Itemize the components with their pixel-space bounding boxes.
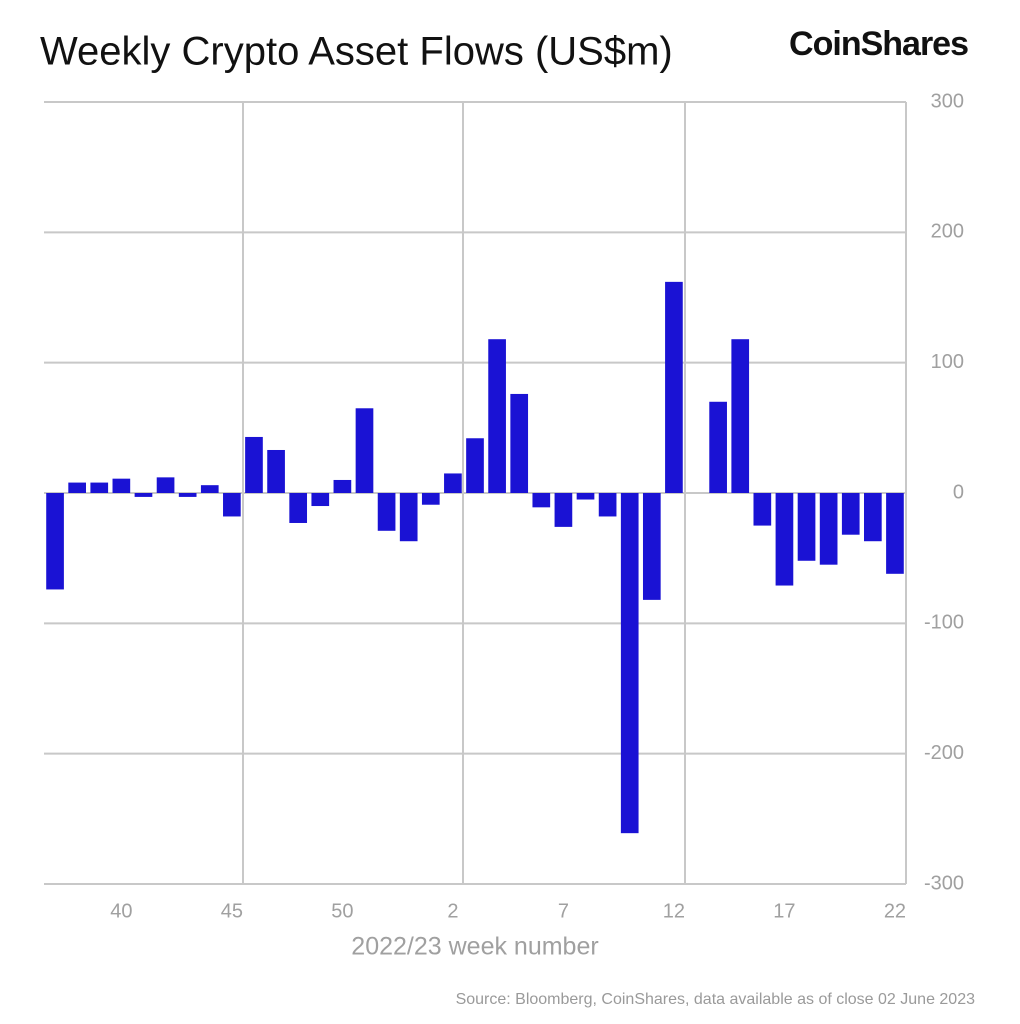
y-tick-label: -300: [924, 872, 964, 894]
y-tick-label: -100: [924, 612, 964, 634]
bar: [90, 482, 109, 493]
bar: [797, 493, 816, 561]
bar: [46, 493, 64, 590]
bar: [864, 493, 882, 542]
x-tick-label: 17: [773, 900, 795, 922]
bar: [245, 436, 263, 493]
bar: [576, 493, 595, 500]
brand-logo: CoinShares: [789, 25, 968, 63]
x-tick-label: 12: [663, 900, 685, 922]
x-tick-label: 2: [447, 900, 458, 922]
x-axis-label: 2022/23 week number: [351, 933, 598, 961]
x-tick-label: 7: [558, 900, 569, 922]
bar: [488, 339, 506, 493]
x-tick-label: 22: [884, 900, 906, 922]
bar: [775, 493, 794, 586]
x-tick-label: 40: [110, 900, 132, 922]
bar: [267, 449, 285, 493]
chart-title: Weekly Crypto Asset Flows (US$m): [40, 30, 673, 74]
bar: [333, 479, 352, 493]
y-tick-label: 100: [931, 351, 964, 373]
bar: [444, 473, 462, 493]
x-tick-label: 45: [221, 900, 243, 922]
bar: [886, 493, 904, 574]
bar: [156, 477, 175, 493]
bar: [68, 482, 86, 493]
bar: [223, 493, 241, 517]
bar: [598, 493, 617, 517]
bar: [289, 493, 308, 523]
bar: [554, 493, 573, 527]
source-note: Source: Bloomberg, CoinShares, data avai…: [456, 991, 976, 1008]
bar: [510, 393, 529, 493]
bar: [377, 493, 396, 531]
bar: [532, 493, 551, 508]
y-tick-label: -200: [924, 742, 964, 764]
y-tick-label: 300: [931, 90, 964, 112]
bar: [709, 401, 727, 493]
bar: [665, 281, 683, 493]
bar: [841, 493, 860, 535]
bar: [178, 493, 197, 497]
bar: [134, 493, 153, 497]
bar: [753, 493, 772, 526]
bar: [642, 493, 661, 600]
bar: [819, 493, 838, 565]
bar: [311, 493, 330, 507]
bar: [620, 493, 639, 834]
bar: [421, 493, 440, 505]
bar: [355, 408, 374, 493]
bar: [112, 478, 131, 493]
bar: [466, 438, 484, 493]
bar: [200, 485, 219, 493]
y-tick-label: 0: [953, 481, 964, 503]
y-tick-label: 200: [931, 221, 964, 243]
bar: [399, 493, 418, 542]
bar: [731, 339, 750, 493]
x-tick-label: 50: [331, 900, 353, 922]
